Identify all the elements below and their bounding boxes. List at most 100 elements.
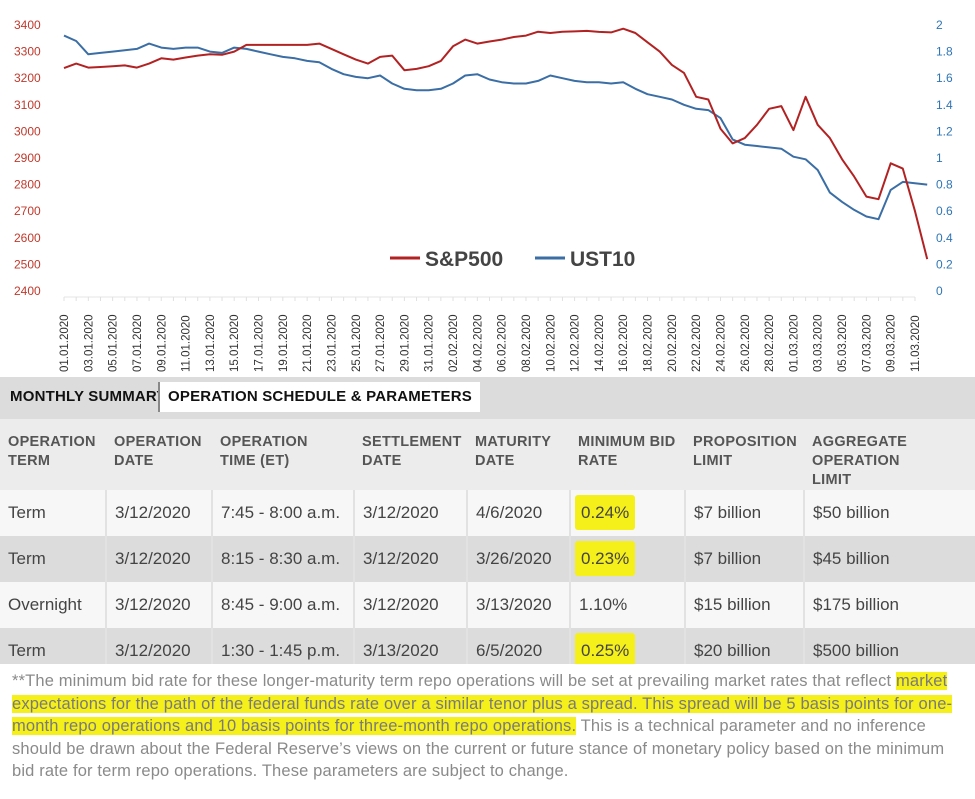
x-axis-tick-label: 26.02.2020 xyxy=(740,314,752,372)
cell-value: 3/13/2020 xyxy=(476,595,552,614)
table-cell: 3/12/2020 xyxy=(354,536,468,582)
cell-value: 3/12/2020 xyxy=(115,641,191,660)
series-line-ust10 xyxy=(63,34,928,221)
right-axis-tick: 0.6 xyxy=(936,204,953,218)
column-header-line-2: RATE xyxy=(578,453,618,469)
footnote: **The minimum bid rate for these longer-… xyxy=(0,664,975,799)
x-axis-tick-label: 01.01.2020 xyxy=(59,314,71,372)
column-header: OPERATION DATE xyxy=(106,419,212,490)
table-cell: 3/26/2020 xyxy=(467,536,571,582)
line-chart-svg: 2400 2500 2600 2700 2800 2900 3000 3100 3200 3300… xyxy=(14,18,953,372)
x-axis-tick-label: 29.01.2020 xyxy=(399,314,411,372)
min-bid-rate-value: 0.24% xyxy=(575,495,636,530)
tab-monthly-summary[interactable]: MONTHLY SUMMARY xyxy=(2,383,175,411)
column-header-line-1: SETTLEMENT xyxy=(362,434,462,450)
left-axis-tick: 3000 xyxy=(14,124,41,138)
market-chart: 2400 2500 2600 2700 2800 2900 3000 3100 3200 3300… xyxy=(0,0,975,377)
cell-value: $45 billion xyxy=(813,549,890,568)
series-line-sp500 xyxy=(63,27,929,260)
x-axis-tick-label: 22.02.2020 xyxy=(691,314,703,372)
table-cell: 3/12/2020 xyxy=(354,490,468,536)
table-cell: 3/12/2020 xyxy=(106,536,213,582)
column-header-line-2: TERM xyxy=(8,453,51,469)
table-header-row: OPERATION TERM OPERATION DATE OPERATION TIME … xyxy=(0,419,975,490)
x-axis-tick-label: 24.02.2020 xyxy=(715,314,727,372)
table-row: Term 3/12/2020 8:15 - 8:30 a.m. 3/12/2020 3/… xyxy=(0,536,975,582)
table-cell: 3/13/2020 xyxy=(467,582,571,628)
x-axis-tick-label: 16.02.2020 xyxy=(618,314,630,372)
x-axis-tick-label: 12.02.2020 xyxy=(570,314,582,372)
x-axis-tick-label: 23.01.2020 xyxy=(326,314,338,372)
x-axis-tick-label: 03.03.2020 xyxy=(813,314,825,372)
x-axis-tick-label: 14.02.2020 xyxy=(594,314,606,372)
cell-value: $500 billion xyxy=(813,641,900,660)
right-axis-tick: 1.4 xyxy=(936,98,953,112)
table-cell: 3/12/2020 xyxy=(106,490,213,536)
column-header-line-2: DATE xyxy=(362,453,402,469)
table-cell: Term xyxy=(0,536,107,582)
column-header-line-1: MINIMUM BID xyxy=(578,434,676,450)
table-row: Term 3/12/2020 7:45 - 8:00 a.m. 3/12/2020 4/… xyxy=(0,490,975,536)
right-axis-tick: 2 xyxy=(936,18,943,32)
column-header: MINIMUM BID RATE xyxy=(570,419,685,490)
left-axis-tick: 2400 xyxy=(14,284,41,298)
footnote-part-2: This is a technical parameter and no inf… xyxy=(12,717,945,780)
table-cell: $7 billion xyxy=(685,490,805,536)
x-axis-tick-label: 28.02.2020 xyxy=(764,314,776,372)
x-axis-tick-label: 07.01.2020 xyxy=(132,314,144,372)
tab-operation-schedule[interactable]: OPERATION SCHEDULE & PARAMETERS xyxy=(158,382,480,412)
table-cell: $7 billion xyxy=(685,536,805,582)
table-cell: 8:45 - 9:00 a.m. xyxy=(212,582,355,628)
left-axis-tick: 3400 xyxy=(14,18,41,32)
cell-value: $7 billion xyxy=(694,503,762,522)
column-header-line-2: DATE xyxy=(475,453,515,469)
x-axis-tick-label: 09.03.2020 xyxy=(886,314,898,372)
cell-value: 3/13/2020 xyxy=(363,641,439,660)
column-header: AGGREGATE OPERATION LIMIT xyxy=(804,419,975,490)
table-cell: 7:45 - 8:00 a.m. xyxy=(212,490,355,536)
legend-label-sp500: S&P500 xyxy=(425,248,503,271)
left-axis-tick: 2900 xyxy=(14,151,41,165)
table-row: Overnight 3/12/2020 8:45 - 9:00 a.m. 3/12/2… xyxy=(0,582,975,628)
table-cell: 3/12/2020 xyxy=(354,582,468,628)
table-cell: 4/6/2020 xyxy=(467,490,571,536)
x-axis-tick-label: 25.01.2020 xyxy=(351,314,363,372)
x-axis-tick-label: 09.01.2020 xyxy=(156,314,168,372)
cell-value: 4/6/2020 xyxy=(476,503,543,522)
left-axis-tick: 2700 xyxy=(14,204,41,218)
right-axis-tick: 1 xyxy=(936,151,943,165)
x-axis-tick-label: 08.02.2020 xyxy=(521,314,533,372)
column-header-line-2: LIMIT xyxy=(693,453,733,469)
legend-label-ust10: UST10 xyxy=(570,248,635,271)
right-axis-tick: 0.4 xyxy=(936,231,953,245)
cell-value: $15 billion xyxy=(694,595,771,614)
right-axis-tick: 0.2 xyxy=(936,257,953,271)
x-axis-tick-label: 06.02.2020 xyxy=(497,314,509,372)
cell-value: Term xyxy=(8,641,46,660)
x-axis-tick-label: 19.01.2020 xyxy=(278,314,290,372)
column-header-line-1: OPERATION xyxy=(8,434,96,450)
table-cell: 0.23% xyxy=(570,536,686,582)
column-header-line-1: AGGREGATE OPERATION xyxy=(812,434,908,469)
x-axis-tick-label: 07.03.2020 xyxy=(861,314,873,372)
left-axis-tick: 2500 xyxy=(14,257,41,271)
min-bid-rate-value: 0.23% xyxy=(575,541,636,576)
left-axis-tick: 3100 xyxy=(14,98,41,112)
right-axis-tick: 1.8 xyxy=(936,45,953,59)
x-axis-tick-label: 21.01.2020 xyxy=(302,314,314,372)
left-axis-tick: 2600 xyxy=(14,231,41,245)
table-cell: $15 billion xyxy=(685,582,805,628)
x-axis-tick-label: 13.01.2020 xyxy=(205,314,217,372)
column-header-line-1: OPERATION xyxy=(220,434,308,450)
column-header: OPERATION TIME (ET) xyxy=(212,419,354,490)
right-axis-tick: 1.2 xyxy=(936,124,953,138)
cell-value: $7 billion xyxy=(694,549,762,568)
cell-value: 3/12/2020 xyxy=(115,503,191,522)
column-header-line-1: MATURITY xyxy=(475,434,552,450)
table-cell: $45 billion xyxy=(804,536,975,582)
column-header-line-2: LIMIT xyxy=(812,472,852,488)
column-header: MATURITY DATE xyxy=(467,419,570,490)
column-header: PROPOSITION LIMIT xyxy=(685,419,804,490)
table-cell: 3/12/2020 xyxy=(106,582,213,628)
cell-value: 8:15 - 8:30 a.m. xyxy=(221,549,341,568)
